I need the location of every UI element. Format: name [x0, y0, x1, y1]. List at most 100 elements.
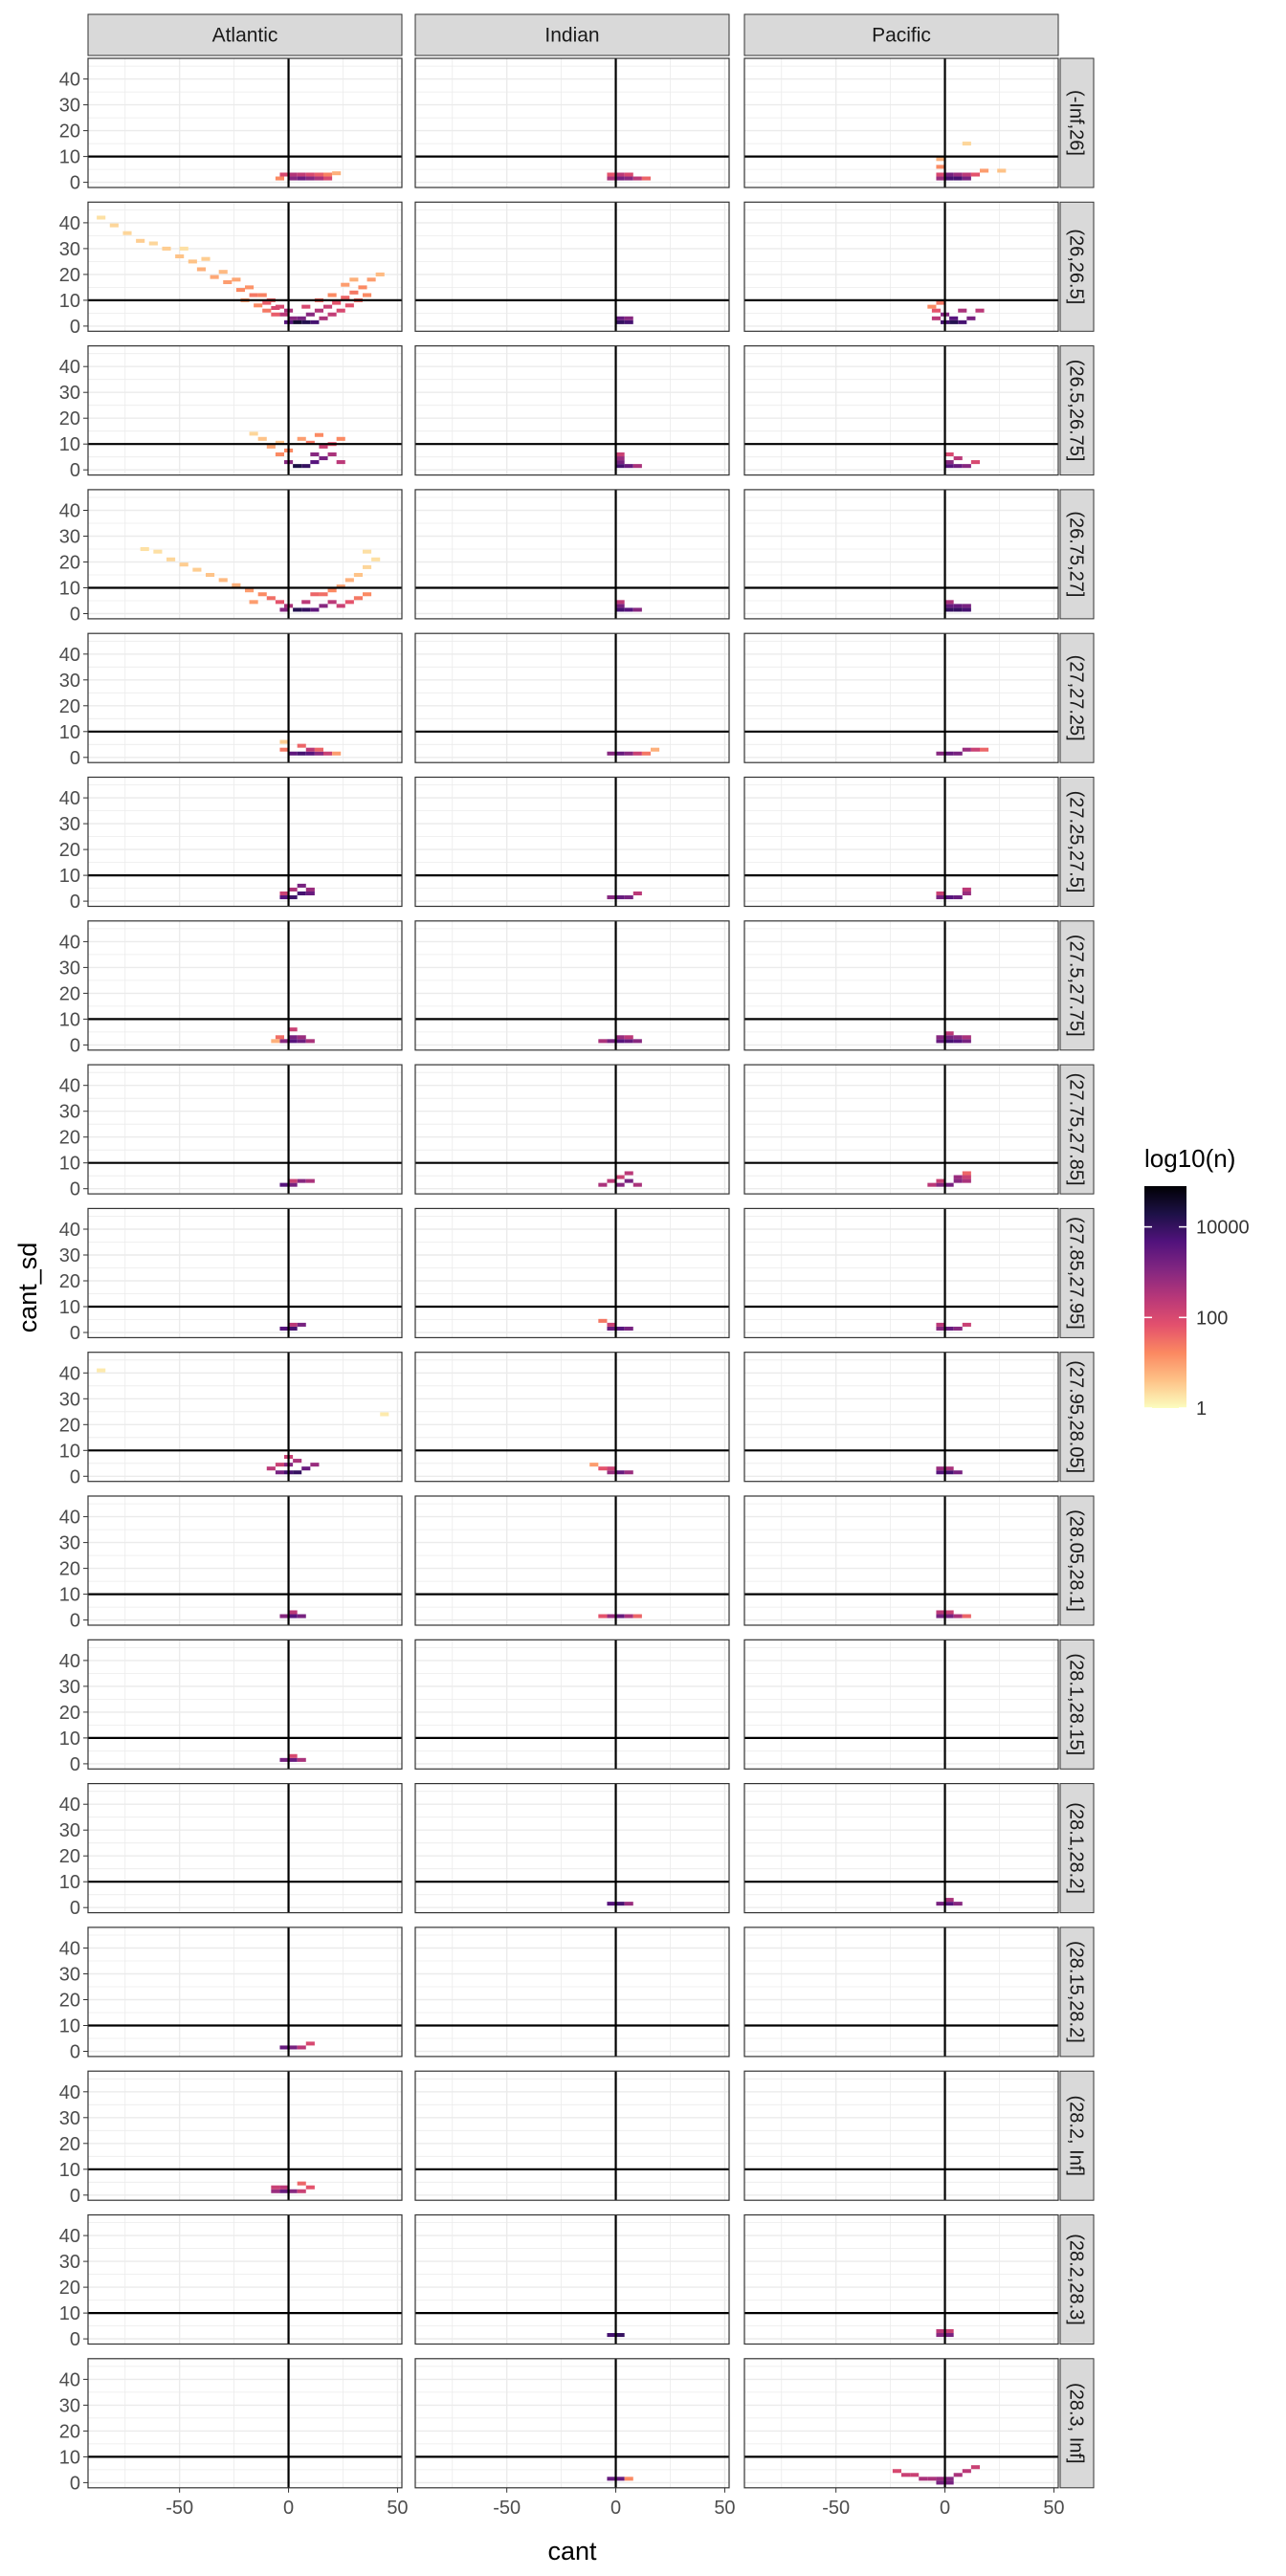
y-tick-label: 20 — [59, 696, 80, 717]
heatmap-cell — [607, 2333, 616, 2338]
panel-border — [87, 345, 403, 476]
y-tick-label: 0 — [70, 2329, 80, 2350]
panel-indian — [414, 920, 730, 1051]
heatmap-cell — [936, 165, 945, 169]
heatmap-cell — [140, 546, 149, 552]
heatmap-cell — [297, 2181, 306, 2186]
heatmap-cell — [297, 743, 306, 748]
panel-pacific — [743, 1064, 1059, 1195]
heatmap-cell — [257, 592, 267, 597]
heatmap-cell — [279, 2185, 289, 2190]
heatmap-cell — [936, 1470, 945, 1475]
y-tick-label: 40 — [59, 2082, 80, 2103]
heatmap-cell — [314, 176, 323, 181]
column-strip-indian: Indian — [414, 13, 730, 56]
heatmap-cell — [615, 451, 625, 457]
panel-grid — [88, 633, 402, 763]
y-tick-label: 30 — [59, 383, 80, 404]
heatmap-cell — [297, 2189, 306, 2193]
y-tick-label: 0 — [70, 460, 80, 481]
heatmap-cell — [641, 751, 651, 756]
heatmap-cell — [336, 584, 345, 589]
panel-pacific — [743, 1495, 1059, 1626]
heatmap-cell — [975, 308, 985, 313]
y-tick-label: 30 — [59, 2395, 80, 2416]
heatmap-cell — [314, 308, 323, 313]
heatmap-cell — [192, 567, 202, 572]
heatmap-cell — [962, 172, 971, 177]
row-strip-label: (27.95,28.05] — [1066, 1360, 1087, 1473]
panel-background — [88, 58, 402, 187]
heatmap-cell — [927, 304, 937, 309]
panel-atlantic — [87, 632, 403, 763]
panel-border — [414, 632, 730, 763]
panel-background — [744, 1926, 1058, 2057]
heatmap-cell — [607, 172, 616, 177]
panel-background — [744, 202, 1058, 332]
heatmap-cell — [944, 2480, 954, 2485]
heatmap-cell — [305, 312, 315, 317]
heatmap-cell — [936, 1178, 945, 1183]
heatmap-cell — [305, 172, 315, 177]
heatmap-cell — [380, 1412, 389, 1417]
row-strip: (27.85,27.95] — [1059, 1207, 1095, 1338]
heatmap-cell — [624, 2477, 633, 2481]
panel-pacific — [743, 2213, 1059, 2345]
heatmap-cell — [279, 2189, 289, 2193]
y-tick-label: 30 — [59, 1965, 80, 1986]
y-tick-label: 20 — [59, 1415, 80, 1436]
heatmap-cell — [615, 464, 625, 469]
y-tick-label: 30 — [59, 1102, 80, 1123]
heatmap-cell — [288, 1614, 298, 1618]
legend-label-10000: 10000 — [1196, 1218, 1250, 1239]
heatmap-cell — [953, 1039, 963, 1044]
row-strip-label: (27.75,27.85] — [1066, 1073, 1087, 1186]
panel-indian — [414, 57, 730, 188]
panel-indian — [414, 345, 730, 476]
row-strip-label: (27.85,27.95] — [1066, 1217, 1087, 1330]
y-tick-label: 30 — [59, 1245, 80, 1266]
heatmap-cell — [598, 1039, 608, 1044]
heatmap-cell — [970, 172, 980, 177]
legend-label-100: 100 — [1196, 1308, 1228, 1329]
heatmap-cell — [944, 1610, 954, 1615]
heatmap-cell — [624, 176, 633, 181]
heatmap-cell — [319, 444, 328, 449]
heatmap-cell — [305, 1039, 315, 1044]
heatmap-cell — [962, 1178, 971, 1183]
y-tick-label: 20 — [59, 983, 80, 1004]
heatmap-cell — [223, 279, 233, 285]
panel-indian — [414, 489, 730, 620]
panel-border — [87, 1064, 403, 1195]
heatmap-cell — [944, 607, 954, 612]
heatmap-cell — [288, 887, 298, 892]
heatmap-cell — [275, 440, 284, 445]
panel-indian — [414, 2213, 730, 2345]
heatmap-cell — [615, 1035, 625, 1040]
heatmap-cell — [288, 2045, 298, 2050]
heatmap-cell — [936, 2480, 945, 2485]
heatmap-cell — [615, 1470, 625, 1475]
row-strip-label: (28.1,28.2] — [1066, 1802, 1087, 1894]
y-tick-label: 30 — [59, 958, 80, 979]
heatmap-cell — [624, 464, 633, 469]
panel-border — [743, 57, 1059, 188]
panel-border — [743, 489, 1059, 620]
heatmap-cell — [944, 1035, 954, 1040]
panel-atlantic — [87, 201, 403, 332]
heatmap-cell — [936, 2333, 945, 2338]
heatmap-cell — [327, 312, 337, 317]
x-tick-label: 0 — [283, 2498, 294, 2519]
heatmap-cell — [305, 751, 315, 756]
heatmap-cell — [136, 238, 145, 243]
heatmap-cell — [615, 456, 625, 461]
y-tick-label: 10 — [59, 866, 80, 887]
heatmap-cell — [624, 1614, 633, 1618]
panel-atlantic — [87, 1639, 403, 1770]
heatmap-cell — [218, 270, 228, 275]
y-tick-label: 30 — [59, 1533, 80, 1554]
y-tick-label: 10 — [59, 2160, 80, 2181]
row-strip: (27,27.25] — [1059, 632, 1095, 763]
heatmap-cell — [615, 604, 625, 608]
legend-title: log10(n) — [1144, 1144, 1235, 1173]
